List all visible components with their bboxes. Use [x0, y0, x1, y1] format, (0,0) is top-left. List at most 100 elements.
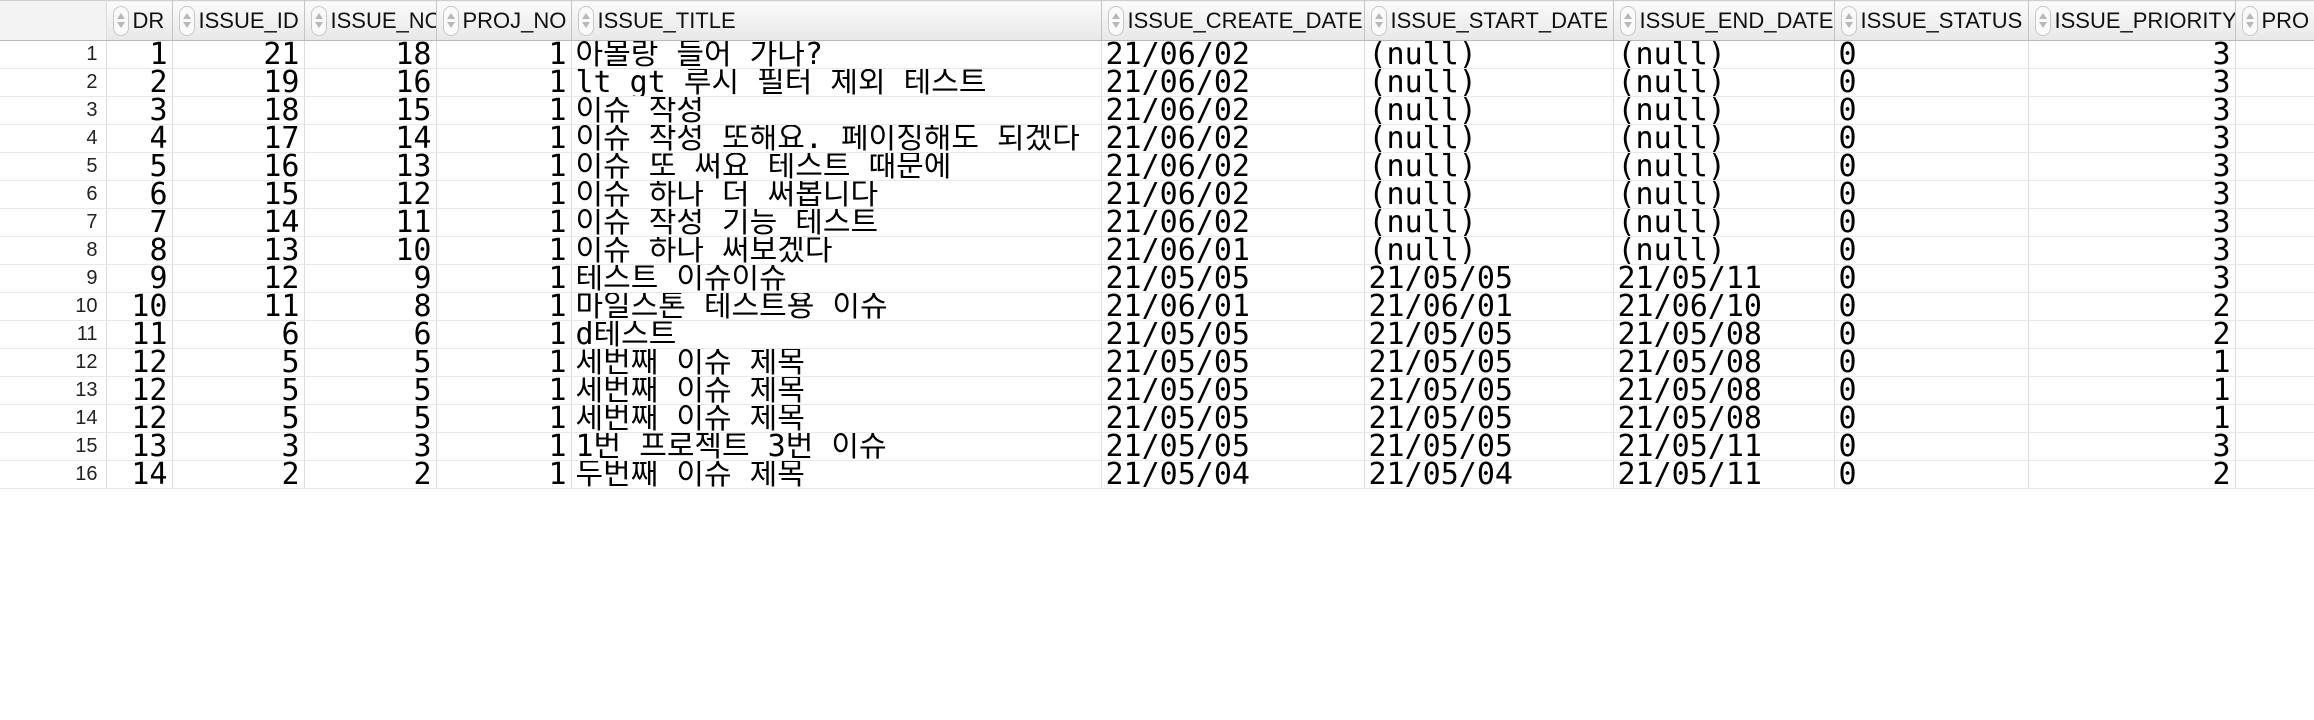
cell-issue-status[interactable]: 0 — [1834, 68, 2029, 97]
table-row[interactable]: 2 2 19 16 1 lt gt 루시 필터 제외 테스트 21/06/02 (null)(… — [0, 68, 2314, 97]
cell-proj-no[interactable]: 1 — [436, 124, 572, 153]
cell-issue-priority[interactable]: 3 — [2028, 68, 2236, 97]
cell-issue-title[interactable]: 세번째 이슈 제목 — [571, 348, 1102, 377]
cell-proj-no[interactable]: 1 — [436, 68, 572, 97]
cell-issue-start-date[interactable]: 21/05/04 — [1364, 460, 1614, 489]
sort-arrows-icon[interactable] — [1840, 5, 1857, 36]
table-row[interactable]: 6 6 15 12 1 이슈 하나 더 써봅니다 21/06/02 (null) (null) 0… — [0, 180, 2314, 209]
sort-arrows-icon[interactable] — [112, 5, 129, 36]
table-row[interactable]: 12 12 5 5 1 세번째 이슈 제목 21/05/05 21/05/05 21/05/08… — [0, 348, 2314, 377]
cell-issue-title[interactable]: 마일스톤 테스트용 이슈 — [571, 292, 1102, 321]
cell-issue-id[interactable]: 11 — [172, 292, 305, 321]
cell-issue-create-date[interactable]: 21/06/02 — [1101, 68, 1365, 97]
column-header-issue-priority[interactable]: ISSUE_PRIORITY — [2028, 0, 2236, 41]
cell-proj-no[interactable]: 1 — [436, 40, 572, 69]
cell-issue-no[interactable]: 2 — [304, 460, 437, 489]
table-row[interactable]: 10 10 11 8 1 마일스톤 테스트용 이슈 21/06/01 21/06/01 21/0… — [0, 292, 2314, 321]
cell-issue-end-date[interactable]: 21/06/10 — [1613, 292, 1835, 321]
cell-issue-status[interactable]: 0 — [1834, 404, 2029, 433]
cell-dr[interactable]: 2 — [106, 68, 173, 97]
cell-issue-no[interactable]: 5 — [304, 348, 437, 377]
column-header-proj-no[interactable]: PROJ_NO — [436, 0, 572, 41]
cell-proj-no[interactable]: 1 — [436, 320, 572, 349]
cell-proj-no[interactable]: 1 — [436, 404, 572, 433]
cell-issue-title[interactable]: lt gt 루시 필터 제외 테스트 — [571, 68, 1102, 97]
cell-pro-cut[interactable] — [2235, 264, 2314, 293]
table-row[interactable]: 11 11 6 6 1 d테스트 21/05/05 21/05/05 21/05/08 0 2 — [0, 320, 2314, 349]
cell-issue-start-date[interactable]: (null) — [1364, 96, 1614, 125]
cell-issue-title[interactable]: 테스트 이슈이슈 — [571, 264, 1102, 293]
column-header-issue-title[interactable]: ISSUE_TITLE — [571, 0, 1102, 41]
cell-issue-status[interactable]: 0 — [1834, 432, 2029, 461]
cell-issue-priority[interactable]: 2 — [2028, 320, 2236, 349]
cell-issue-no[interactable]: 5 — [304, 376, 437, 405]
cell-issue-no[interactable]: 13 — [304, 152, 437, 181]
cell-issue-start-date[interactable]: 21/05/05 — [1364, 264, 1614, 293]
cell-issue-status[interactable]: 0 — [1834, 376, 2029, 405]
cell-issue-end-date[interactable]: (null) — [1613, 40, 1835, 69]
cell-issue-start-date[interactable]: (null) — [1364, 208, 1614, 237]
sort-arrows-icon[interactable] — [2241, 5, 2258, 36]
sort-arrows-icon[interactable] — [310, 5, 327, 36]
cell-dr[interactable]: 12 — [106, 348, 173, 377]
column-header-issue-status[interactable]: ISSUE_STATUS — [1834, 0, 2029, 41]
cell-issue-create-date[interactable]: 21/05/05 — [1101, 376, 1365, 405]
cell-issue-no[interactable]: 11 — [304, 208, 437, 237]
cell-issue-create-date[interactable]: 21/06/01 — [1101, 292, 1365, 321]
table-row[interactable]: 13 12 5 5 1 세번째 이슈 제목 21/05/05 21/05/05 21/05/08… — [0, 376, 2314, 405]
cell-dr[interactable]: 5 — [106, 152, 173, 181]
cell-issue-title[interactable]: d테스트 — [571, 320, 1102, 349]
cell-pro-cut[interactable] — [2235, 152, 2314, 181]
cell-issue-no[interactable]: 6 — [304, 320, 437, 349]
cell-issue-no[interactable]: 10 — [304, 236, 437, 265]
cell-issue-priority[interactable]: 3 — [2028, 236, 2236, 265]
cell-issue-status[interactable]: 0 — [1834, 208, 2029, 237]
cell-issue-status[interactable]: 0 — [1834, 460, 2029, 489]
cell-issue-create-date[interactable]: 21/05/05 — [1101, 348, 1365, 377]
cell-issue-title[interactable]: 아몰랑 들어 가나? — [571, 40, 1102, 69]
cell-pro-cut[interactable] — [2235, 180, 2314, 209]
cell-issue-create-date[interactable]: 21/05/05 — [1101, 432, 1365, 461]
cell-issue-create-date[interactable]: 21/05/05 — [1101, 264, 1365, 293]
cell-pro-cut[interactable] — [2235, 320, 2314, 349]
cell-issue-start-date[interactable]: (null) — [1364, 124, 1614, 153]
cell-proj-no[interactable]: 1 — [436, 348, 572, 377]
cell-dr[interactable]: 4 — [106, 124, 173, 153]
cell-issue-create-date[interactable]: 21/05/05 — [1101, 320, 1365, 349]
cell-issue-start-date[interactable]: (null) — [1364, 68, 1614, 97]
cell-pro-cut[interactable] — [2235, 124, 2314, 153]
cell-issue-priority[interactable]: 3 — [2028, 124, 2236, 153]
cell-issue-create-date[interactable]: 21/06/02 — [1101, 96, 1365, 125]
cell-issue-priority[interactable]: 3 — [2028, 152, 2236, 181]
cell-issue-start-date[interactable]: (null) — [1364, 152, 1614, 181]
cell-issue-status[interactable]: 0 — [1834, 124, 2029, 153]
cell-issue-no[interactable]: 8 — [304, 292, 437, 321]
cell-issue-no[interactable]: 14 — [304, 124, 437, 153]
cell-issue-id[interactable]: 6 — [172, 320, 305, 349]
column-header-issue-create-date[interactable]: ISSUE_CREATE_DATE — [1101, 0, 1365, 41]
cell-issue-end-date[interactable]: 21/05/08 — [1613, 404, 1835, 433]
cell-dr[interactable]: 11 — [106, 320, 173, 349]
column-header-issue-no[interactable]: ISSUE_NO — [304, 0, 437, 41]
sort-arrows-icon[interactable] — [577, 5, 594, 36]
cell-issue-start-date[interactable]: 21/06/01 — [1364, 292, 1614, 321]
cell-dr[interactable]: 14 — [106, 460, 173, 489]
cell-proj-no[interactable]: 1 — [436, 292, 572, 321]
cell-issue-create-date[interactable]: 21/05/04 — [1101, 460, 1365, 489]
cell-issue-id[interactable]: 15 — [172, 180, 305, 209]
table-row[interactable]: 15 13 3 3 1 1번 프로젝트 3번 이슈 21/05/05 21/05/05 21/0… — [0, 432, 2314, 461]
cell-issue-title[interactable]: 이슈 또 써요 테스트 때문에 — [571, 152, 1102, 181]
column-header-issue-end-date[interactable]: ISSUE_END_DATE — [1613, 0, 1835, 41]
cell-issue-start-date[interactable]: 21/05/05 — [1364, 376, 1614, 405]
cell-issue-id[interactable]: 21 — [172, 40, 305, 69]
cell-issue-end-date[interactable]: 21/05/08 — [1613, 320, 1835, 349]
table-row[interactable]: 4 4 17 14 1 이슈 작성 또해요. 페이징해도 되겠다 21/06/02 (null… — [0, 124, 2314, 153]
cell-issue-create-date[interactable]: 21/05/05 — [1101, 404, 1365, 433]
table-row[interactable]: 1 1 21 18 1 아몰랑 들어 가나? 21/06/02 (null) (null) 0 3 — [0, 40, 2314, 69]
column-header-issue-id[interactable]: ISSUE_ID — [172, 0, 305, 41]
cell-dr[interactable]: 10 — [106, 292, 173, 321]
cell-issue-title[interactable]: 이슈 작성 — [571, 96, 1102, 125]
cell-issue-status[interactable]: 0 — [1834, 96, 2029, 125]
cell-issue-title[interactable]: 세번째 이슈 제목 — [571, 404, 1102, 433]
